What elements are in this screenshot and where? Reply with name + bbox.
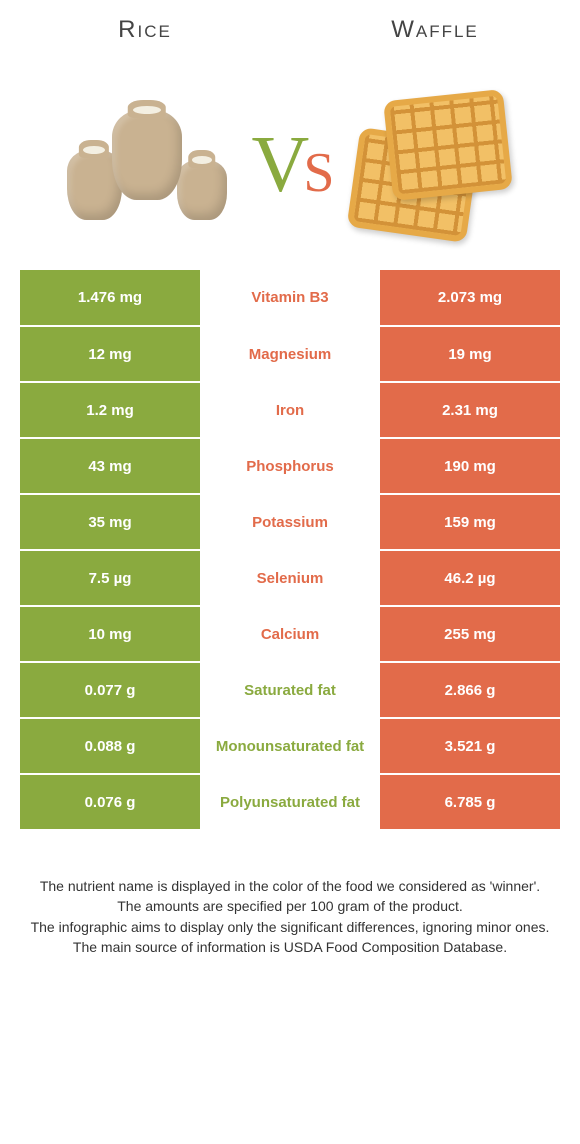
nutrient-label: Vitamin B3 — [200, 270, 380, 326]
nutrient-label: Phosphorus — [200, 438, 380, 494]
rice-illustration — [52, 80, 242, 250]
nutrient-label: Magnesium — [200, 326, 380, 382]
table-row: 7.5 µgSelenium46.2 µg — [20, 550, 560, 606]
nutrient-label: Calcium — [200, 606, 380, 662]
right-value: 159 mg — [380, 494, 560, 550]
right-value: 255 mg — [380, 606, 560, 662]
left-value: 0.088 g — [20, 718, 200, 774]
right-value: 2.073 mg — [380, 270, 560, 326]
footer-line: The infographic aims to display only the… — [30, 917, 550, 937]
rice-sack-icon — [112, 110, 182, 200]
table-row: 12 mgMagnesium19 mg — [20, 326, 560, 382]
table-row: 10 mgCalcium255 mg — [20, 606, 560, 662]
right-value: 2.31 mg — [380, 382, 560, 438]
right-title: Waffle — [290, 16, 580, 44]
table-row: 1.476 mgVitamin B32.073 mg — [20, 270, 560, 326]
footer-line: The main source of information is USDA F… — [30, 937, 550, 957]
waffle-icon — [384, 89, 514, 201]
table-row: 0.077 gSaturated fat2.866 g — [20, 662, 560, 718]
table-row: 1.2 mgIron2.31 mg — [20, 382, 560, 438]
hero: Vs — [0, 60, 580, 270]
vs-label: Vs — [252, 120, 329, 211]
nutrient-label: Polyunsaturated fat — [200, 774, 380, 830]
nutrient-label: Monounsaturated fat — [200, 718, 380, 774]
left-value: 35 mg — [20, 494, 200, 550]
nutrient-label: Saturated fat — [200, 662, 380, 718]
waffle-illustration — [338, 80, 528, 250]
rice-sack-icon — [177, 160, 227, 220]
left-value: 7.5 µg — [20, 550, 200, 606]
left-value: 0.076 g — [20, 774, 200, 830]
nutrient-label: Iron — [200, 382, 380, 438]
nutrient-label: Potassium — [200, 494, 380, 550]
table-row: 0.076 gPolyunsaturated fat6.785 g — [20, 774, 560, 830]
table-row: 43 mgPhosphorus190 mg — [20, 438, 560, 494]
footer-line: The amounts are specified per 100 gram o… — [30, 896, 550, 916]
table-row: 35 mgPotassium159 mg — [20, 494, 560, 550]
vs-s: s — [303, 121, 328, 209]
left-value: 12 mg — [20, 326, 200, 382]
right-value: 6.785 g — [380, 774, 560, 830]
left-value: 10 mg — [20, 606, 200, 662]
left-value: 1.2 mg — [20, 382, 200, 438]
nutrient-label: Selenium — [200, 550, 380, 606]
right-value: 3.521 g — [380, 718, 560, 774]
left-title: Rice — [0, 16, 290, 44]
right-value: 2.866 g — [380, 662, 560, 718]
left-value: 43 mg — [20, 438, 200, 494]
vs-v: V — [252, 121, 304, 209]
right-value: 19 mg — [380, 326, 560, 382]
left-value: 0.077 g — [20, 662, 200, 718]
table-row: 0.088 gMonounsaturated fat3.521 g — [20, 718, 560, 774]
right-value: 46.2 µg — [380, 550, 560, 606]
comparison-table: 1.476 mgVitamin B32.073 mg12 mgMagnesium… — [20, 270, 560, 831]
footer-notes: The nutrient name is displayed in the co… — [0, 831, 580, 957]
right-value: 190 mg — [380, 438, 560, 494]
header: Rice Waffle — [0, 0, 580, 60]
left-value: 1.476 mg — [20, 270, 200, 326]
footer-line: The nutrient name is displayed in the co… — [30, 876, 550, 896]
